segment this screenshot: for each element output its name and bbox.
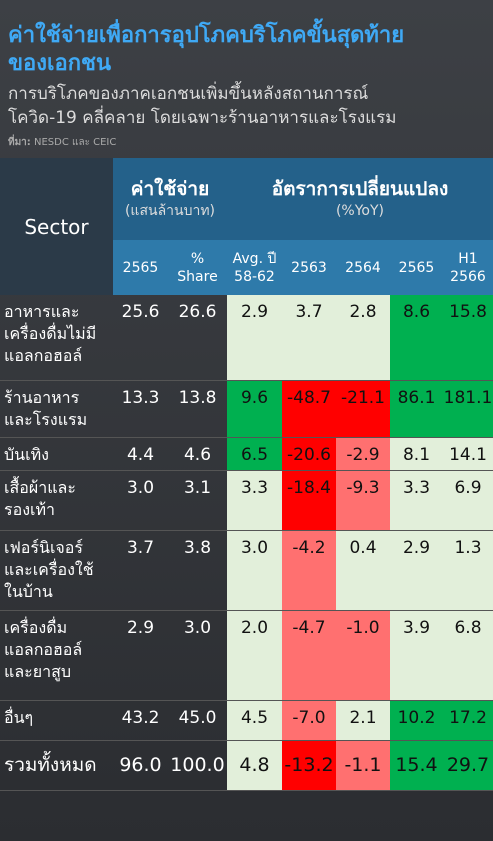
cell-value: 3.3: [227, 470, 282, 531]
table-row: เสื้อผ้าและ รองเท้า 3.0 3.1 3.3 -18.4 -9.3 3.3…: [0, 470, 493, 531]
table-row: เครื่องดื่ม แอลกอฮอล์ และยาสูบ 2.9 3.0 2.0-…: [0, 610, 493, 701]
cell-value: 4.5: [227, 700, 282, 741]
total-value: 29.7: [443, 740, 493, 791]
cell-value: 17.2: [443, 700, 493, 741]
group-header: อัตราการเปลี่ยนแปลง (%YoY): [227, 158, 493, 240]
cell-value: 10.2: [390, 700, 443, 741]
cell-value: 9.6: [227, 380, 282, 438]
table-row: อาหารและ เครื่องดื่มไม่มี แอลกอฮอล์ 25.6 2…: [0, 295, 493, 381]
sector-label: เสื้อผ้าและ รองเท้า: [0, 470, 113, 531]
sector-header: Sector: [0, 158, 113, 295]
column-header: H1 2566: [443, 240, 493, 295]
cell-value: 86.1: [390, 380, 443, 438]
cell-value: 3.9: [390, 610, 443, 701]
total-value: -13.2: [282, 740, 336, 791]
cell-value: 8.1: [390, 437, 443, 471]
group-title: ค่าใช้จ่าย: [130, 178, 210, 200]
cell-value: 6.5: [227, 437, 282, 471]
cell-value: 3.1: [168, 470, 227, 531]
cell-value: -7.0: [282, 700, 336, 741]
cell-value: 25.6: [113, 295, 168, 381]
cell-value: 3.3: [390, 470, 443, 531]
cell-value: 8.6: [390, 295, 443, 381]
sector-label: เครื่องดื่ม แอลกอฮอล์ และยาสูบ: [0, 610, 113, 701]
cell-value: 2.9: [113, 610, 168, 701]
cell-value: 3.0: [168, 610, 227, 701]
cell-value: -1.0: [336, 610, 390, 701]
sector-label: ร้านอาหาร และโรงแรม: [0, 380, 113, 438]
cell-value: 6.9: [443, 470, 493, 531]
column-header: Avg. ปี 58-62: [227, 240, 282, 295]
cell-value: -2.9: [336, 437, 390, 471]
cell-value: 4.4: [113, 437, 168, 471]
sector-label: อื่นๆ: [0, 700, 113, 741]
column-header: 2565: [113, 240, 168, 295]
total-row: รวมทั้งหมด 96.0 100.0 4.8 -13.2 -1.1 15.4 29.7: [0, 740, 493, 791]
total-value: 96.0: [113, 740, 168, 791]
column-header: % Share: [168, 240, 227, 295]
cell-value: 3.0: [227, 530, 282, 611]
cell-value: 2.0: [227, 610, 282, 701]
cell-value: 181.1: [443, 380, 493, 438]
cell-value: 3.8: [168, 530, 227, 611]
cell-value: 1.3: [443, 530, 493, 611]
title: ค่าใช้จ่ายเพื่อการอุปโภคบริโภคขั้นสุดท้า…: [8, 23, 405, 76]
group-title: อัตราการเปลี่ยนแปลง: [271, 178, 449, 200]
total-value: -1.1: [336, 740, 390, 791]
cell-value: 3.7: [282, 295, 336, 381]
group-header: ค่าใช้จ่าย (แสนล้านบาท): [113, 158, 227, 240]
cell-value: 4.6: [168, 437, 227, 471]
table-row: บันเทิง 4.4 4.6 6.5 -20.6 -2.9 8.1 14.1: [0, 437, 493, 471]
column-header: 2565: [390, 240, 443, 295]
column-header: 2563: [282, 240, 336, 295]
subtitle: การบริโภคของภาคเอกชนเพิ่มขึ้นหลังสถานการ…: [8, 84, 397, 128]
cell-value: 2.1: [336, 700, 390, 741]
sector-label: อาหารและ เครื่องดื่มไม่มี แอลกอฮอล์: [0, 295, 113, 381]
cell-value: -9.3: [336, 470, 390, 531]
cell-value: 2.9: [390, 530, 443, 611]
total-value: 15.4: [390, 740, 443, 791]
cell-value: -21.1: [336, 380, 390, 438]
table-row: อื่นๆ 43.2 45.0 4.5 -7.0 2.1 10.2 17.2: [0, 700, 493, 741]
sector-label: บันเทิง: [0, 437, 113, 471]
cell-value: -4.7: [282, 610, 336, 701]
sector-label: เฟอร์นิเจอร์ และเครื่องใช้ ในบ้าน: [0, 530, 113, 611]
cell-value: 3.0: [113, 470, 168, 531]
source-label: ที่มา:: [8, 137, 31, 148]
group-unit: (แสนล้านบาท): [124, 203, 216, 219]
group-unit: (%YoY): [335, 203, 385, 219]
cell-value: 43.2: [113, 700, 168, 741]
cell-value: 15.8: [443, 295, 493, 381]
cell-value: 45.0: [168, 700, 227, 741]
cell-value: 13.3: [113, 380, 168, 438]
cell-value: 2.9: [227, 295, 282, 381]
cell-value: 2.8: [336, 295, 390, 381]
cell-value: -4.2: [282, 530, 336, 611]
source-text: NESDC และ CEIC: [34, 137, 117, 148]
total-value: 100.0: [168, 740, 227, 791]
cell-value: -48.7: [282, 380, 336, 438]
cell-value: 13.8: [168, 380, 227, 438]
source: ที่มา: NESDC และ CEIC: [8, 135, 116, 150]
data-table: Sector ค่าใช้จ่าย (แสนล้านบาท) อัตราการเป…: [0, 158, 493, 791]
total-value: 4.8: [227, 740, 282, 791]
cell-value: 14.1: [443, 437, 493, 471]
cell-value: -18.4: [282, 470, 336, 531]
cell-value: 0.4: [336, 530, 390, 611]
table-row: ร้านอาหาร และโรงแรม 13.3 13.8 9.6 -48.7 -21.1…: [0, 380, 493, 438]
cell-value: 3.7: [113, 530, 168, 611]
column-header: 2564: [336, 240, 390, 295]
total-label: รวมทั้งหมด: [0, 740, 113, 791]
cell-value: -20.6: [282, 437, 336, 471]
cell-value: 26.6: [168, 295, 227, 381]
cell-value: 6.8: [443, 610, 493, 701]
table-row: เฟอร์นิเจอร์ และเครื่องใช้ ในบ้าน 3.7 3.8 3…: [0, 530, 493, 611]
